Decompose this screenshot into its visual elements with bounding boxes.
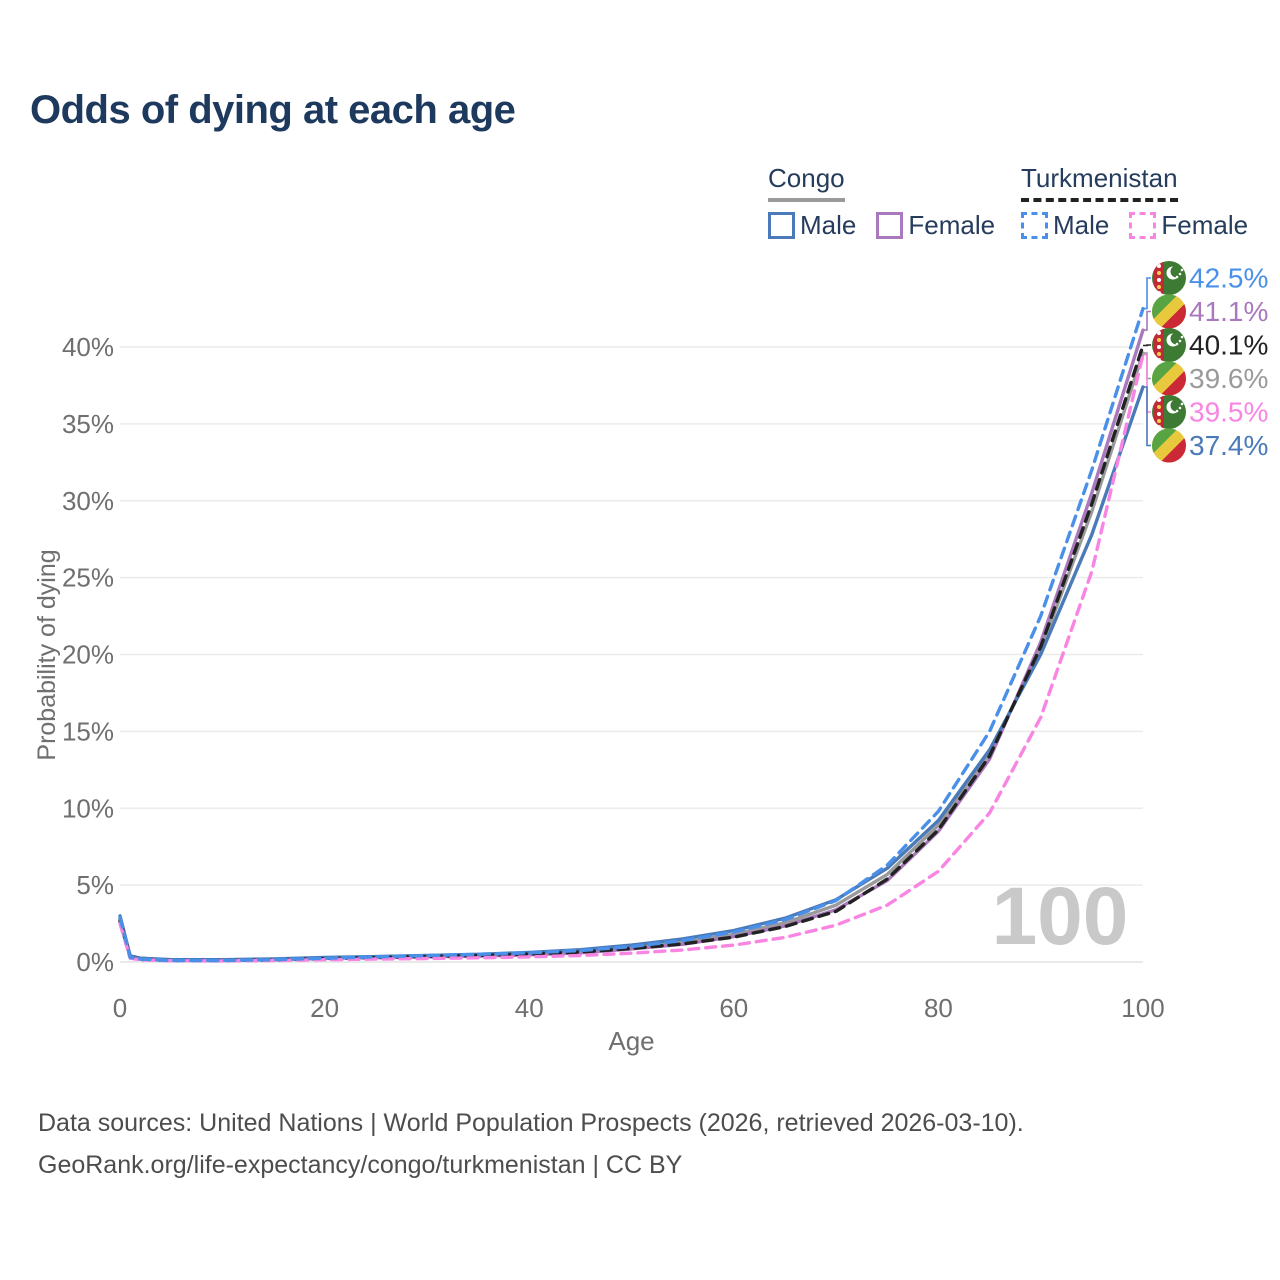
y-axis-title: Probability of dying (33, 549, 61, 760)
x-tick-80: 80 (924, 993, 953, 1023)
x-tick-100: 100 (1121, 993, 1164, 1023)
series-line-congo-both-sexes[interactable] (118, 351, 1145, 962)
watermark: 100 (992, 871, 1129, 962)
footer-attribution: GeoRank.org/life-expectancy/congo/turkme… (38, 1151, 683, 1179)
legend-country-turkmenistan[interactable]: Turkmenistan (1021, 163, 1178, 202)
x-tick-20: 20 (310, 993, 339, 1023)
congo-flag-icon (1151, 294, 1187, 330)
turkmenistan-female-swatch-icon (1129, 212, 1157, 239)
leader-line-turkmenistan-both-sexes (1143, 344, 1151, 347)
leader-line-turkmenistan-male (1143, 277, 1151, 310)
series-line-turkmenistan-female[interactable] (118, 353, 1145, 963)
legend-group-turkmenistan: Turkmenistan Male Female (1021, 163, 1248, 241)
end-value-turkmenistan-male[interactable]: 42.5% (1189, 263, 1268, 294)
legend-item-turkmenistan-female[interactable]: Female (1129, 210, 1248, 241)
legend-label-turkmenistan-female: Female (1161, 210, 1249, 240)
age-watermark: 100 (992, 871, 1129, 962)
legend-label-congo-male: Male (800, 210, 857, 240)
end-value-congo-both-sexes[interactable]: 39.6% (1189, 363, 1268, 394)
congo-flag-icon (1151, 361, 1187, 397)
footer-sources: Data sources: United Nations | World Pop… (38, 1109, 1024, 1137)
y-tick-10: 10% (62, 793, 114, 823)
y-tick-20: 20% (62, 640, 114, 670)
legend-item-congo-female[interactable]: Female (876, 210, 995, 241)
legend: Congo Male Female Turkmenistan Male Fema… (0, 163, 1280, 243)
end-value-labels: 42.5%41.1%40.1%39.6%39.5%37.4% (1143, 260, 1268, 464)
congo-female-swatch-icon (876, 212, 904, 239)
leader-line-congo-female (1143, 310, 1151, 331)
series-line-congo-male[interactable] (118, 385, 1145, 962)
legend-items-turkmenistan: Male Female (1021, 210, 1248, 241)
leader-line-congo-male (1143, 386, 1151, 447)
footer: Data sources: United Nations | World Pop… (38, 1102, 1024, 1186)
x-tick-0: 0 (113, 993, 127, 1023)
gridlines (120, 346, 1143, 963)
y-tick-35: 35% (62, 409, 114, 439)
legend-country-congo[interactable]: Congo (768, 163, 845, 202)
y-tick-25: 25% (62, 563, 114, 593)
y-tick-40: 40% (62, 332, 114, 362)
legend-label-congo-female: Female (908, 210, 996, 240)
page-title: Odds of dying at each age (30, 88, 516, 132)
series-lines (118, 306, 1145, 963)
leader-line-turkmenistan-female (1143, 353, 1151, 413)
y-tick-30: 30% (62, 486, 114, 516)
series-line-turkmenistan-male[interactable] (118, 306, 1145, 963)
legend-item-congo-male[interactable]: Male (768, 210, 856, 241)
x-tick-40: 40 (515, 993, 544, 1023)
congo-male-swatch-icon (768, 212, 795, 239)
axis-labels: 0% 5% 10% 15% 20% 25% 30% 35% 40% 0 20 40 60 80 100 Age… (33, 332, 1165, 1056)
turkmenistan-flag-icon (1151, 260, 1187, 296)
legend-label-turkmenistan-male: Male (1053, 210, 1110, 240)
legend-items-congo: Male Female (768, 210, 995, 241)
end-value-turkmenistan-both-sexes[interactable]: 40.1% (1189, 330, 1268, 361)
y-tick-0: 0% (76, 947, 114, 977)
legend-group-congo: Congo Male Female (768, 163, 995, 241)
x-tick-60: 60 (719, 993, 748, 1023)
legend-item-turkmenistan-male[interactable]: Male (1021, 210, 1109, 241)
turkmenistan-male-swatch-icon (1021, 212, 1048, 239)
end-value-congo-female[interactable]: 41.1% (1189, 296, 1268, 327)
end-value-congo-male[interactable]: 37.4% (1189, 430, 1268, 461)
turkmenistan-flag-icon (1151, 327, 1187, 363)
y-tick-15: 15% (62, 716, 114, 746)
y-tick-5: 5% (76, 870, 114, 900)
turkmenistan-flag-icon (1151, 394, 1187, 430)
end-value-turkmenistan-female[interactable]: 39.5% (1189, 397, 1268, 428)
congo-flag-icon (1151, 428, 1187, 464)
series-line-turkmenistan-both-sexes[interactable] (118, 343, 1145, 963)
x-axis-title: Age (608, 1026, 654, 1056)
